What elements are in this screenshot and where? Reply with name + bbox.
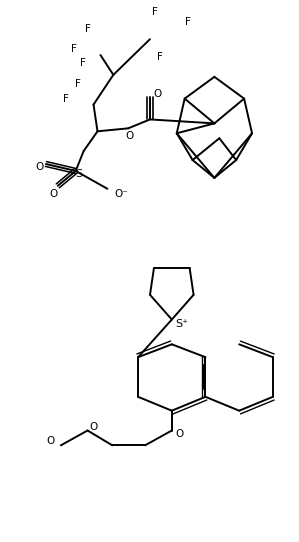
- Text: S: S: [75, 169, 82, 179]
- Text: O: O: [35, 162, 43, 172]
- Text: O: O: [89, 422, 98, 431]
- Text: F: F: [75, 79, 81, 89]
- Text: F: F: [85, 24, 91, 34]
- Text: O: O: [125, 131, 133, 141]
- Text: S⁺: S⁺: [175, 319, 188, 330]
- Text: O: O: [154, 89, 162, 99]
- Text: O⁻: O⁻: [115, 189, 128, 199]
- Text: F: F: [185, 17, 190, 27]
- Text: O: O: [176, 429, 184, 440]
- Text: F: F: [152, 8, 158, 17]
- Text: O: O: [47, 436, 55, 447]
- Text: O: O: [50, 189, 58, 199]
- Text: F: F: [80, 58, 86, 68]
- Text: F: F: [71, 44, 77, 54]
- Text: F: F: [63, 94, 69, 104]
- Text: F: F: [157, 52, 163, 62]
